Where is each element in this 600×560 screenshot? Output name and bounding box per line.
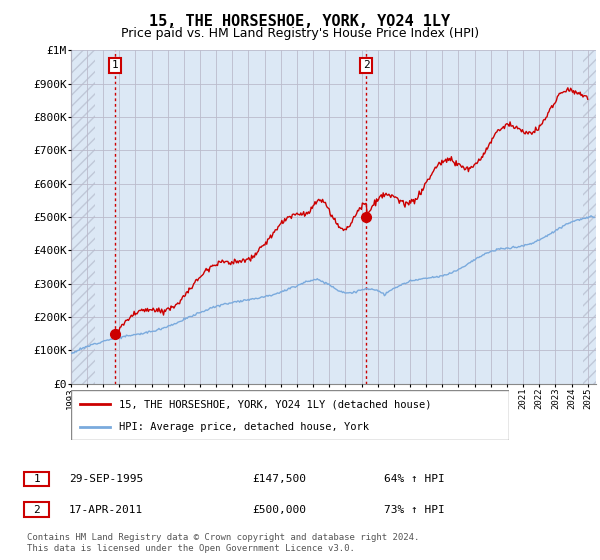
FancyBboxPatch shape [71,390,509,440]
Text: 15, THE HORSESHOE, YORK, YO24 1LY (detached house): 15, THE HORSESHOE, YORK, YO24 1LY (detac… [119,399,431,409]
Text: Price paid vs. HM Land Registry's House Price Index (HPI): Price paid vs. HM Land Registry's House … [121,27,479,40]
Text: 1: 1 [33,474,40,484]
Text: 2: 2 [33,505,40,515]
Text: 29-SEP-1995: 29-SEP-1995 [69,474,143,484]
Text: 15, THE HORSESHOE, YORK, YO24 1LY: 15, THE HORSESHOE, YORK, YO24 1LY [149,14,451,29]
Text: £147,500: £147,500 [252,474,306,484]
Text: 1: 1 [112,60,119,71]
Text: HPI: Average price, detached house, York: HPI: Average price, detached house, York [119,422,369,432]
Text: 64% ↑ HPI: 64% ↑ HPI [384,474,445,484]
Text: 73% ↑ HPI: 73% ↑ HPI [384,505,445,515]
Text: 2: 2 [363,60,370,71]
Text: Contains HM Land Registry data © Crown copyright and database right 2024.
This d: Contains HM Land Registry data © Crown c… [27,533,419,553]
Text: £500,000: £500,000 [252,505,306,515]
Text: 17-APR-2011: 17-APR-2011 [69,505,143,515]
